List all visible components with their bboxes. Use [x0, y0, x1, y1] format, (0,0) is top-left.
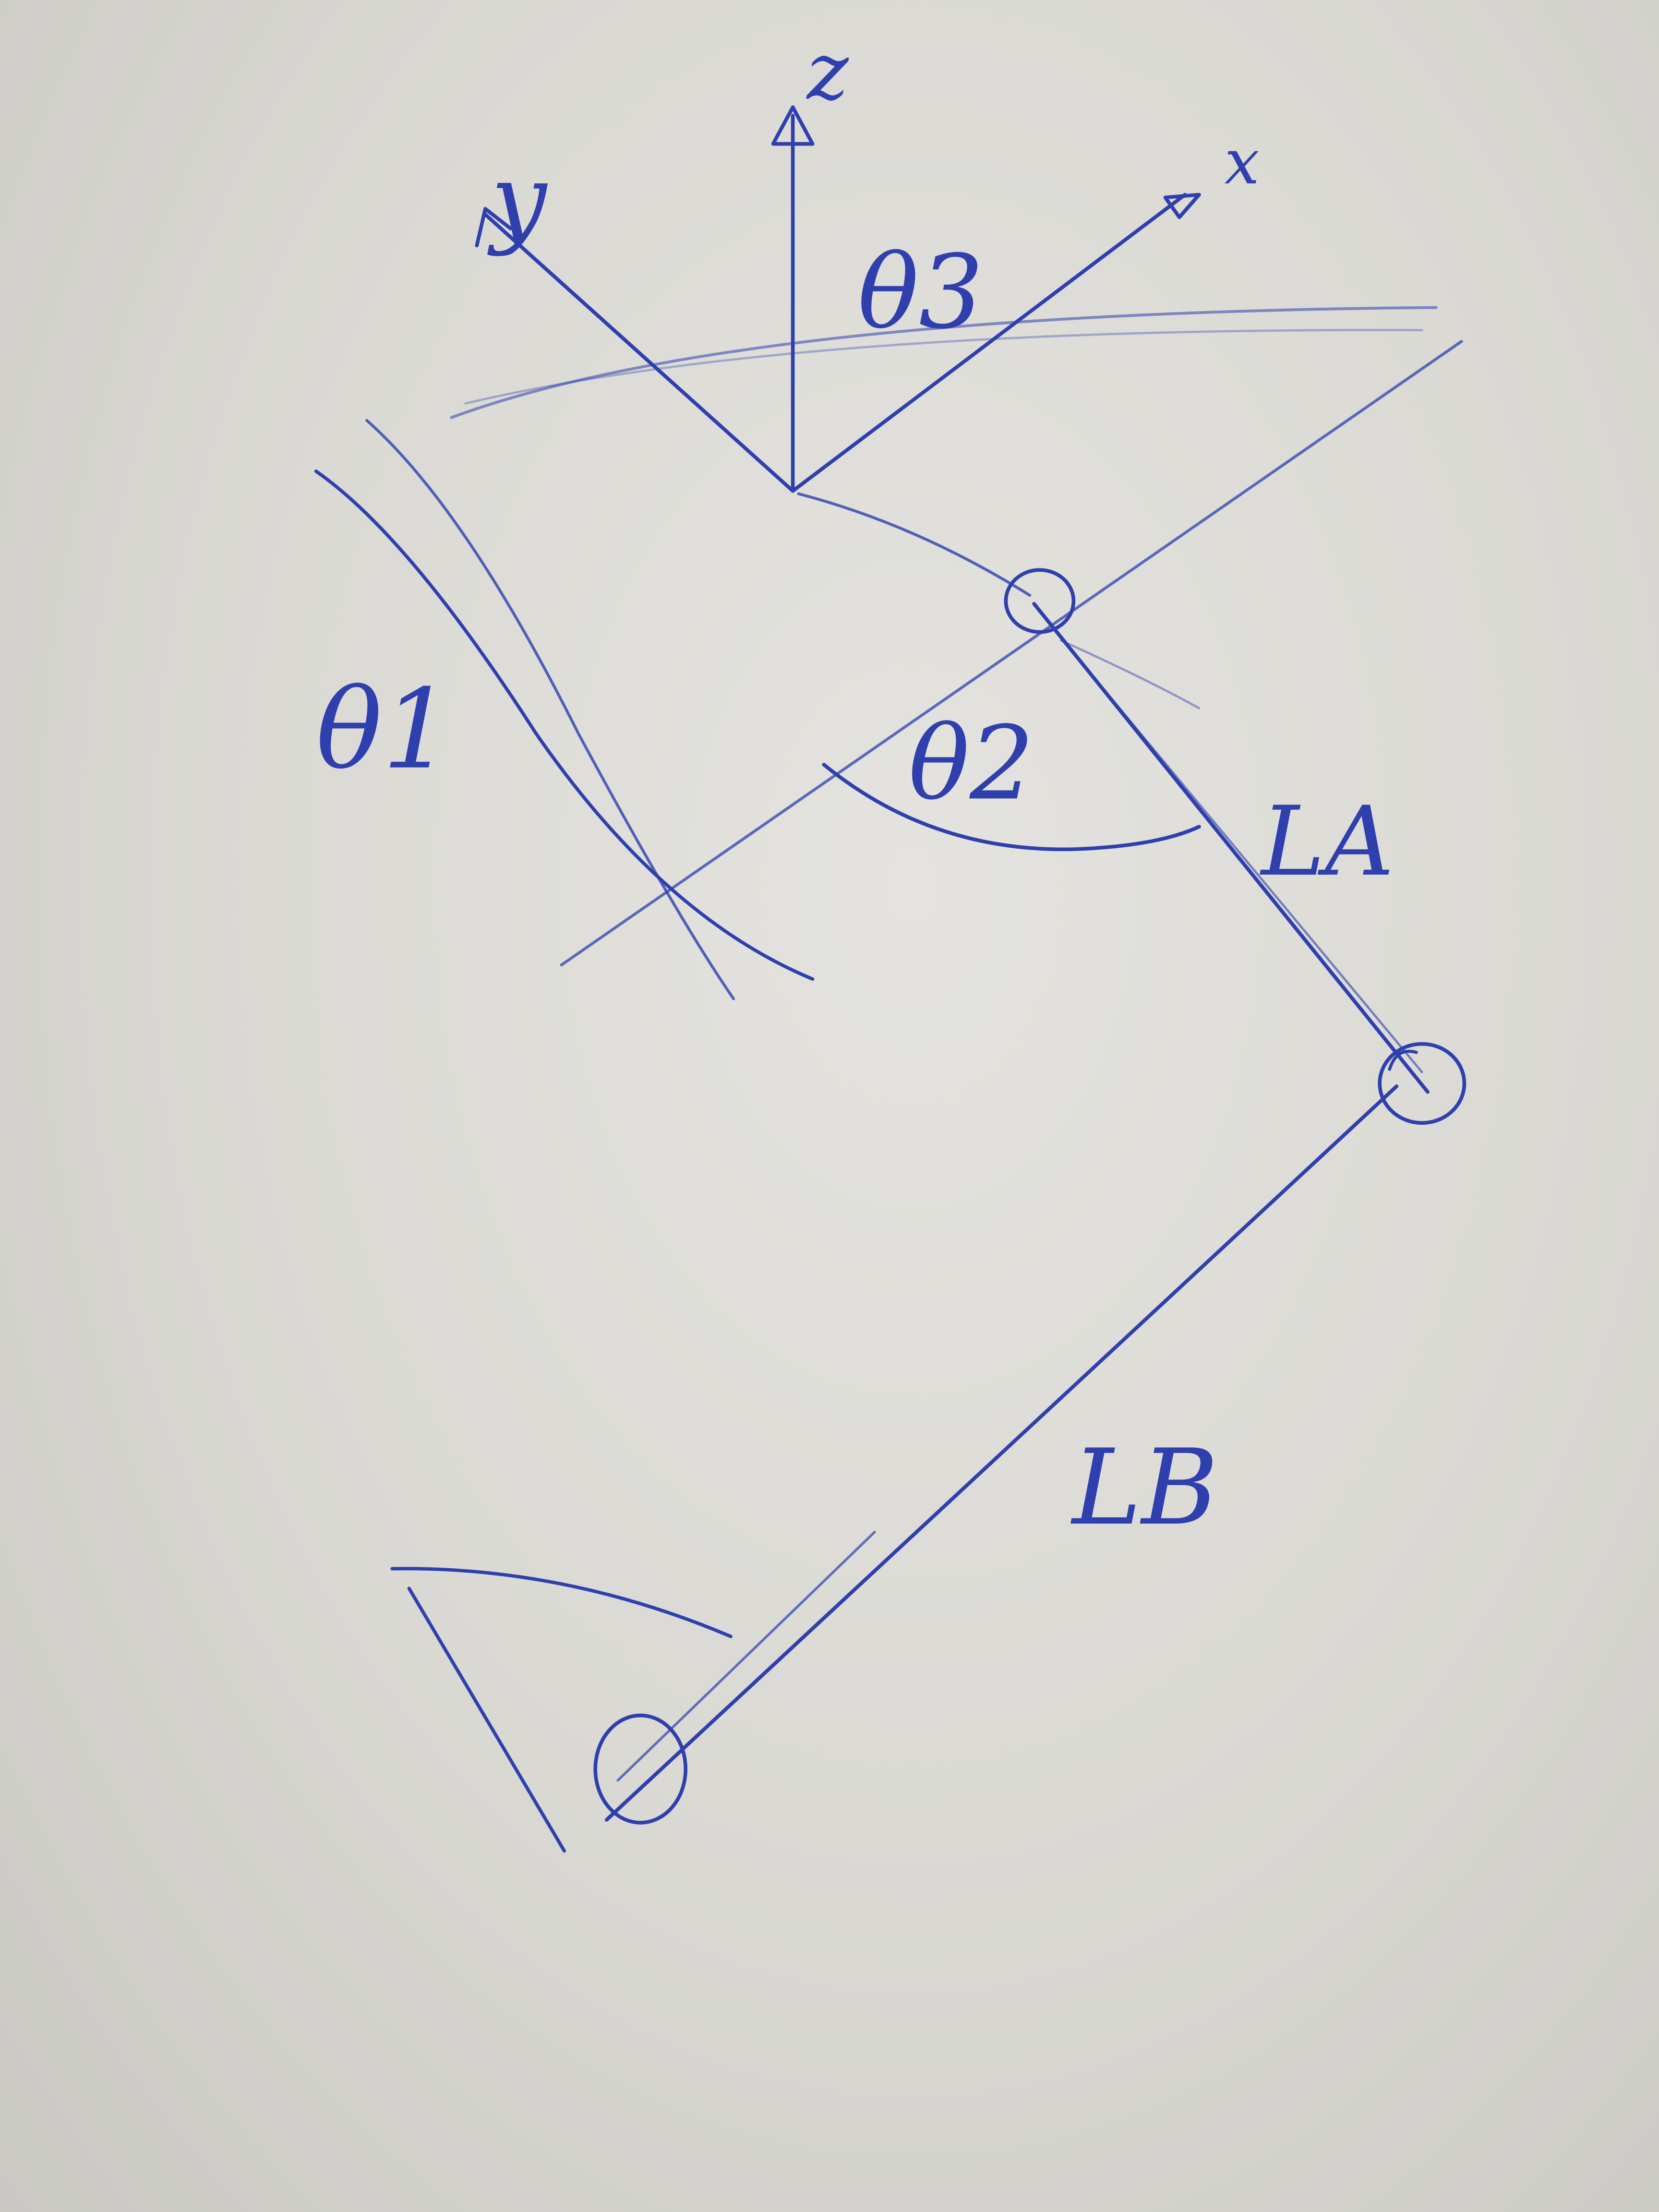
link-a-label: LA [1259, 786, 1394, 898]
y-axis-arrowhead [475, 207, 513, 248]
link-b [604, 1084, 1399, 1822]
theta2-label: θ2 [909, 704, 1034, 822]
end-effector-angle-marker [390, 1567, 733, 1638]
axis-z-label: z [806, 25, 849, 118]
joint-2-mark [1388, 1049, 1418, 1071]
theta3-label: θ3 [858, 233, 984, 351]
joint1-plane-line [560, 340, 1463, 967]
y-axis [483, 212, 795, 493]
theta3-rotation-arc-2 [464, 329, 1423, 405]
link-a-overstroke [1046, 619, 1423, 1073]
theta1-label: θ1 [316, 666, 452, 794]
x-axis [791, 192, 1187, 493]
joint-2-circle [1378, 1042, 1467, 1125]
link-b-overstroke [616, 1530, 876, 1782]
joint-1-circle [1004, 568, 1076, 634]
axis-x-label: x [1225, 126, 1260, 198]
theta3-rotation-arc [450, 306, 1438, 419]
theta2-angle-arc [822, 762, 1201, 852]
x-axis-arrowhead [1163, 192, 1201, 219]
end-effector-angle-marker-side [407, 1587, 566, 1853]
link-b-label: LB [1070, 1427, 1218, 1549]
end-effector-circle [593, 1713, 688, 1825]
joint1-sweep-stroke [1059, 639, 1201, 709]
axis-y-label: y [487, 143, 548, 258]
z-axis-arrowhead [771, 105, 815, 146]
theta1-rotation-curve [314, 469, 815, 981]
theta1-rotation-curve-2 [365, 419, 735, 1000]
origin-to-joint1-link [797, 492, 1032, 597]
